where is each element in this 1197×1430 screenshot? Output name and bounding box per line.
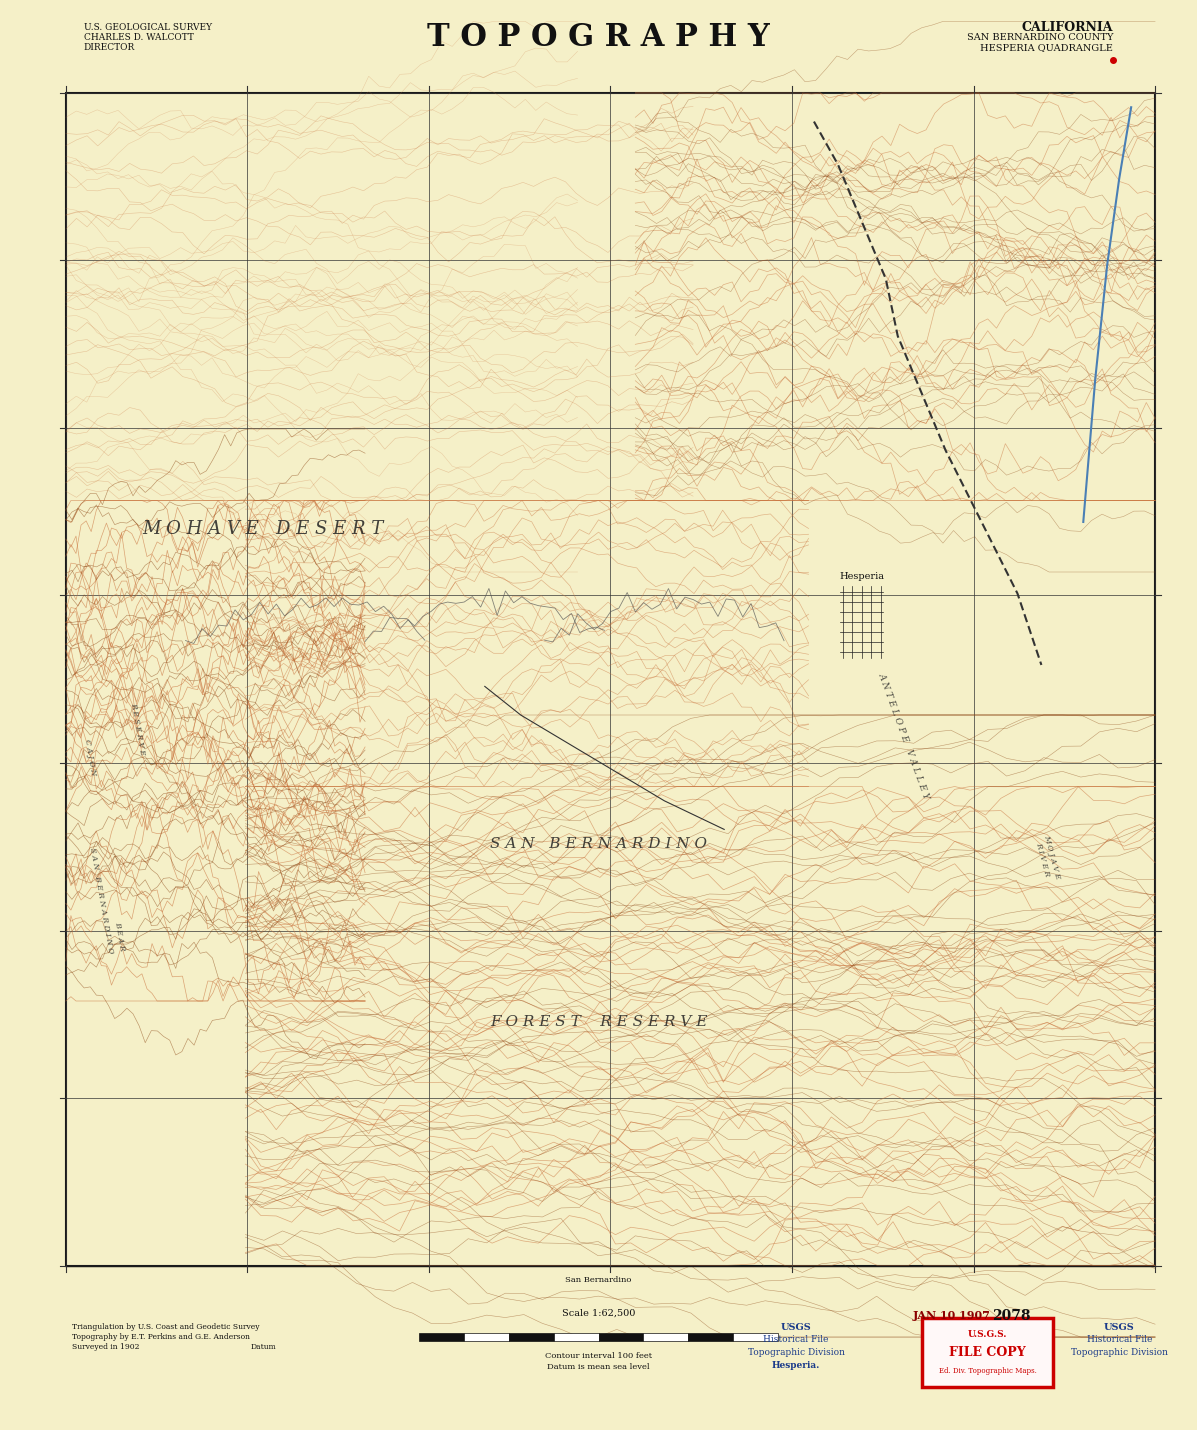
FancyBboxPatch shape — [922, 1318, 1053, 1387]
Bar — [419, 1333, 463, 1341]
Text: Topographic Division: Topographic Division — [1070, 1348, 1168, 1357]
Text: T O P O G R A P H Y: T O P O G R A P H Y — [427, 21, 770, 53]
Bar — [553, 1333, 598, 1341]
Text: Triangulation by U.S. Coast and Geodetic Survey: Triangulation by U.S. Coast and Geodetic… — [72, 1323, 260, 1331]
Text: FILE COPY: FILE COPY — [949, 1346, 1026, 1360]
Text: M O J A V E
R I V E R: M O J A V E R I V E R — [1033, 834, 1062, 882]
Text: U.S. GEOLOGICAL SURVEY: U.S. GEOLOGICAL SURVEY — [84, 23, 212, 31]
Text: Datum is mean sea level: Datum is mean sea level — [547, 1363, 650, 1371]
Text: CHARLES D. WALCOTT: CHARLES D. WALCOTT — [84, 33, 194, 41]
Text: Historical File: Historical File — [764, 1336, 828, 1344]
Text: DIRECTOR: DIRECTOR — [84, 43, 135, 51]
Text: Topographic Division: Topographic Division — [747, 1348, 845, 1357]
Text: San Bernardino: San Bernardino — [565, 1276, 632, 1284]
Text: U.S.G.S.: U.S.G.S. — [968, 1330, 1007, 1338]
Text: S A N   B E R N A R D I N O: S A N B E R N A R D I N O — [89, 847, 115, 955]
Text: Historical File: Historical File — [1087, 1336, 1152, 1344]
Bar — [463, 1333, 509, 1341]
Text: S A N   B E R N A R D I N O: S A N B E R N A R D I N O — [490, 837, 707, 851]
Text: B E A R: B E A R — [114, 921, 126, 952]
Text: Topography by E.T. Perkins and G.E. Anderson: Topography by E.T. Perkins and G.E. Ande… — [72, 1333, 250, 1341]
Text: R E S E R V E: R E S E R V E — [129, 702, 146, 756]
Bar — [688, 1333, 733, 1341]
Bar — [509, 1333, 553, 1341]
Text: Contour interval 100 feet: Contour interval 100 feet — [545, 1351, 652, 1360]
Text: USGS: USGS — [780, 1323, 812, 1331]
Text: Surveyed in 1902: Surveyed in 1902 — [72, 1343, 139, 1351]
Text: HESPERIA QUADRANGLE: HESPERIA QUADRANGLE — [980, 43, 1113, 51]
Bar — [66, 93, 1155, 1266]
Text: Scale 1:62,500: Scale 1:62,500 — [561, 1308, 636, 1317]
Text: F O R E S T    R E S E R V E: F O R E S T R E S E R V E — [490, 1015, 707, 1030]
Text: Hesperia.: Hesperia. — [772, 1361, 820, 1370]
Text: CALIFORNIA: CALIFORNIA — [1022, 20, 1113, 34]
Bar — [598, 1333, 643, 1341]
Text: M O H A V E   D E S E R T: M O H A V E D E S E R T — [142, 521, 384, 538]
Text: SAN BERNARDINO COUNTY: SAN BERNARDINO COUNTY — [967, 33, 1113, 41]
Text: C A J O N: C A J O N — [83, 739, 97, 776]
Text: 2078: 2078 — [992, 1308, 1031, 1323]
Text: JAN 10 1907: JAN 10 1907 — [912, 1310, 991, 1321]
Text: Ed. Div. Topographic Maps.: Ed. Div. Topographic Maps. — [938, 1367, 1037, 1376]
Bar — [733, 1333, 778, 1341]
Text: Hesperia: Hesperia — [839, 572, 885, 581]
Text: Datum: Datum — [250, 1343, 277, 1351]
Bar — [643, 1333, 688, 1341]
Text: USGS: USGS — [1104, 1323, 1135, 1331]
Text: A N T E L O P E   V A L L E Y: A N T E L O P E V A L L E Y — [876, 672, 931, 801]
